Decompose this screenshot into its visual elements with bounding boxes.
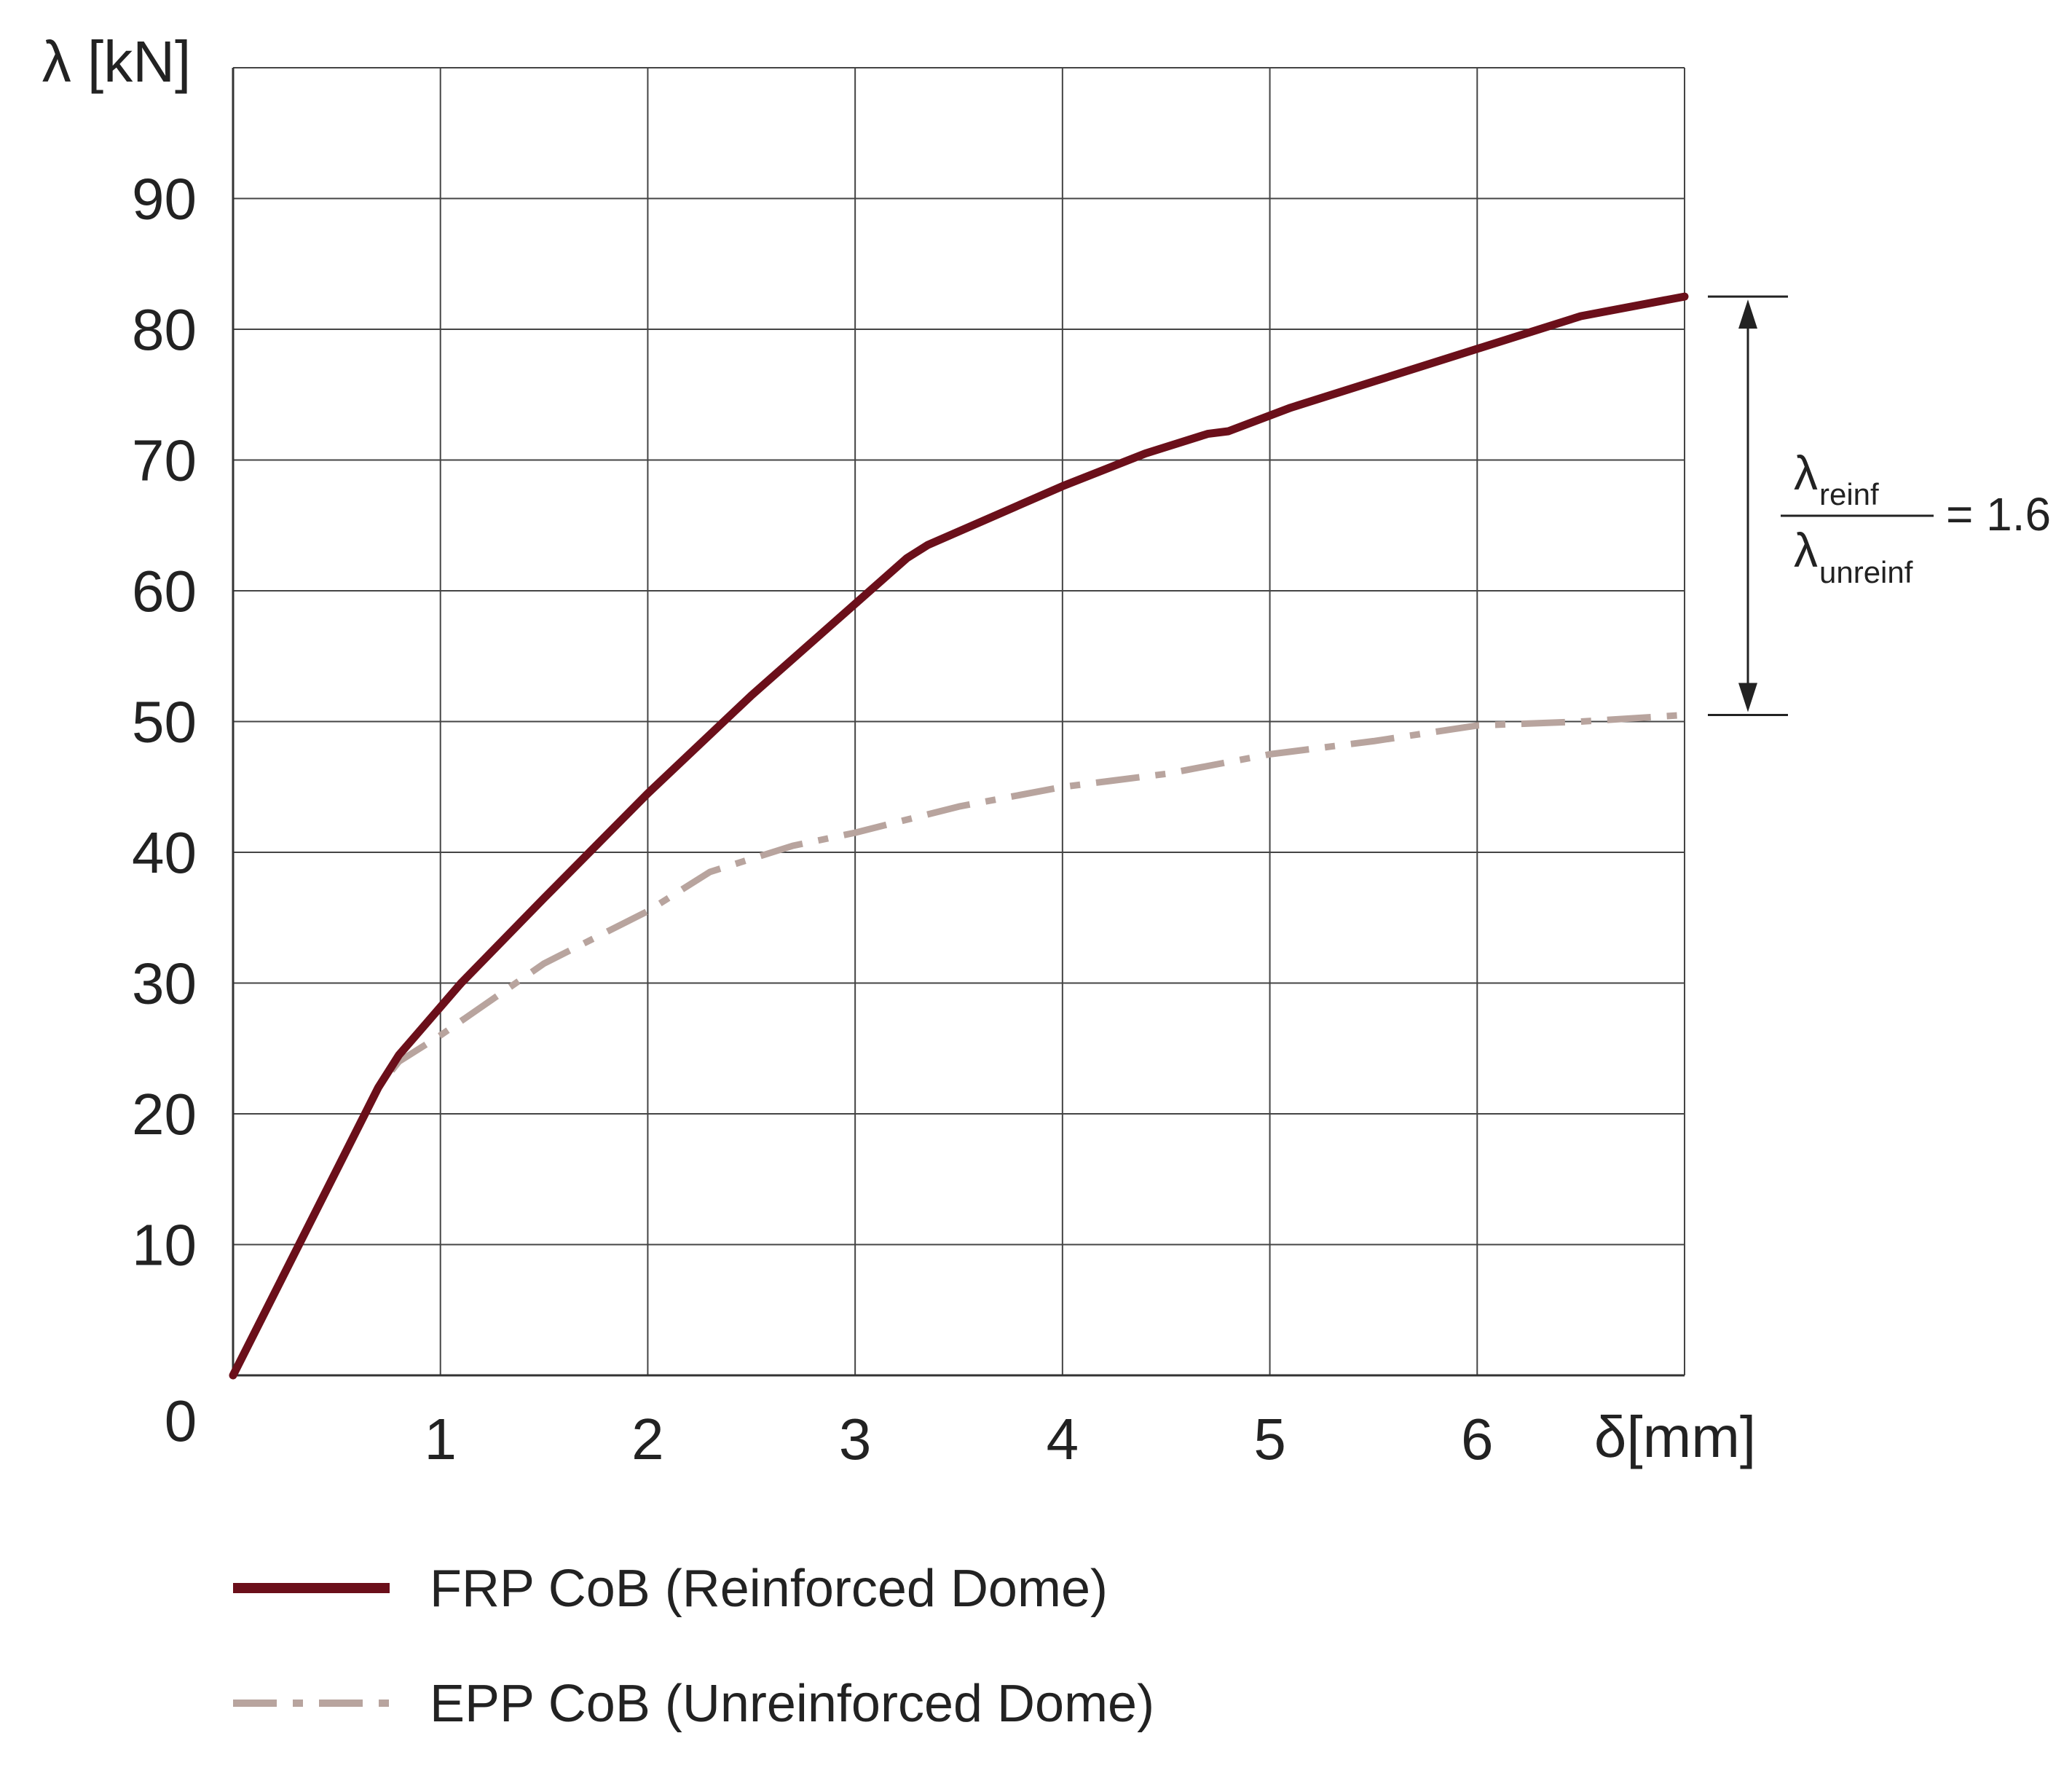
y-tick-label: 10 bbox=[132, 1213, 197, 1278]
x-tick-label: 2 bbox=[631, 1407, 664, 1472]
fraction-numerator-subscript: reinf bbox=[1819, 477, 1879, 511]
fraction-denominator: λ bbox=[1794, 523, 1818, 577]
y-tick-label: 60 bbox=[132, 559, 197, 624]
legend: FRP CoB (Reinforced Dome) EPP CoB (Unrein… bbox=[233, 1560, 1154, 1733]
y-tick-label: 80 bbox=[132, 297, 197, 362]
y-tick-label: 50 bbox=[132, 690, 197, 755]
x-axis-label: δ[mm] bbox=[1594, 1404, 1756, 1469]
y-tick-label: 30 bbox=[132, 951, 197, 1016]
series-lines bbox=[229, 292, 1689, 1380]
y-tick-label: 20 bbox=[132, 1082, 197, 1147]
origin-label: 0 bbox=[165, 1388, 197, 1453]
series-line-reinforced bbox=[229, 292, 1689, 1380]
legend-label: FRP CoB (Reinforced Dome) bbox=[430, 1560, 1108, 1618]
annotation-arrow-down bbox=[1738, 683, 1757, 712]
x-tick-label: 5 bbox=[1253, 1407, 1286, 1472]
annotation-arrow-up bbox=[1738, 299, 1757, 329]
axes bbox=[232, 68, 1685, 1377]
x-tick-label: 6 bbox=[1461, 1407, 1494, 1472]
legend-label: EPP CoB (Unreinforced Dome) bbox=[430, 1675, 1154, 1733]
x-tick-label: 3 bbox=[839, 1407, 872, 1472]
y-axis-label: λ [kN] bbox=[42, 29, 191, 94]
series-line-unreinforced bbox=[229, 712, 1685, 1378]
fraction-denominator-subscript: unreinf bbox=[1819, 555, 1913, 589]
y-tick-label: 40 bbox=[132, 820, 197, 885]
grid bbox=[233, 67, 1685, 1375]
x-tick-label: 4 bbox=[1047, 1407, 1079, 1472]
y-tick-label: 70 bbox=[132, 428, 197, 493]
x-tick-label: 1 bbox=[424, 1407, 457, 1472]
y-tick-label: 90 bbox=[132, 167, 197, 232]
fraction-numerator: λ bbox=[1794, 446, 1818, 500]
ratio-result: = 1.6 bbox=[1946, 488, 2051, 541]
